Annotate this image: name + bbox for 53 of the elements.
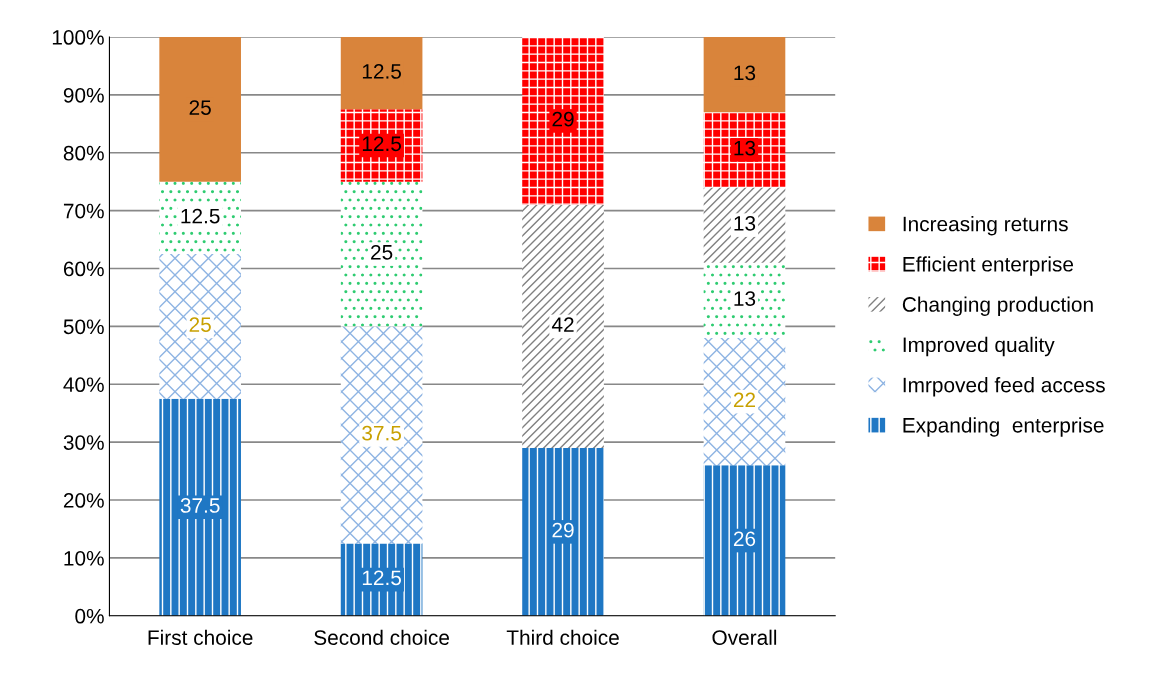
data-label: 42 <box>551 317 574 332</box>
x-tick-label: Overall <box>712 629 777 645</box>
data-label: 37.5 <box>180 498 220 513</box>
data-label: 25 <box>371 244 393 260</box>
data-label: 22 <box>733 392 756 408</box>
bar <box>703 337 786 466</box>
y-tick-label: 60% <box>63 261 104 277</box>
y-tick-label: 100% <box>52 30 104 45</box>
data-label: 12.5 <box>181 208 220 224</box>
x-tick-label: Second choice <box>314 629 450 645</box>
data-label: 29 <box>552 522 574 538</box>
bar <box>340 181 423 327</box>
data-label: 37.5 <box>362 425 401 441</box>
data-label: 26 <box>733 531 756 547</box>
data-label: 13 <box>734 215 756 231</box>
legend-label: Expanding enterprise <box>903 417 1104 437</box>
y-tick-label: 30% <box>63 435 104 450</box>
bar <box>703 262 786 338</box>
bar <box>522 204 604 448</box>
bar <box>340 326 423 544</box>
y-tick-label: 70% <box>63 203 104 219</box>
y-tick-label: 0% <box>75 608 104 624</box>
y-tick-label: 50% <box>63 319 104 335</box>
data-label: 13 <box>734 65 756 81</box>
bar <box>159 37 241 182</box>
bar <box>703 187 786 263</box>
bar <box>703 112 786 188</box>
data-label: 12.5 <box>362 570 401 586</box>
legend-label: Imrpoved feed access <box>903 377 1105 397</box>
data-label: 12.5 <box>362 64 401 79</box>
legend-label: Increasing returns <box>903 216 1068 236</box>
data-label: 25 <box>189 317 211 332</box>
data-label: 13 <box>734 140 756 156</box>
y-tick-label: 90% <box>63 87 104 103</box>
y-tick-label: 20% <box>63 493 104 508</box>
x-tick-label: Third choice <box>506 629 619 645</box>
bar <box>703 465 786 616</box>
y-tick-label: 10% <box>64 550 104 566</box>
legend-label: Changing production <box>902 296 1093 316</box>
data-label: 29 <box>552 111 574 127</box>
x-tick-label: First choice <box>148 629 253 645</box>
bar <box>703 37 786 113</box>
data-label: 13 <box>734 291 756 306</box>
bar <box>522 37 604 205</box>
bar <box>159 398 241 616</box>
legend-label: Improved quality <box>903 336 1055 357</box>
y-tick-label: 80% <box>63 145 104 161</box>
y-tick-label: 40% <box>63 377 104 393</box>
data-label: 25 <box>189 100 211 115</box>
bar <box>159 254 241 399</box>
bar <box>522 447 604 616</box>
legend-label: Efficient enterprise <box>903 256 1074 276</box>
data-label: 12.5 <box>362 136 401 152</box>
